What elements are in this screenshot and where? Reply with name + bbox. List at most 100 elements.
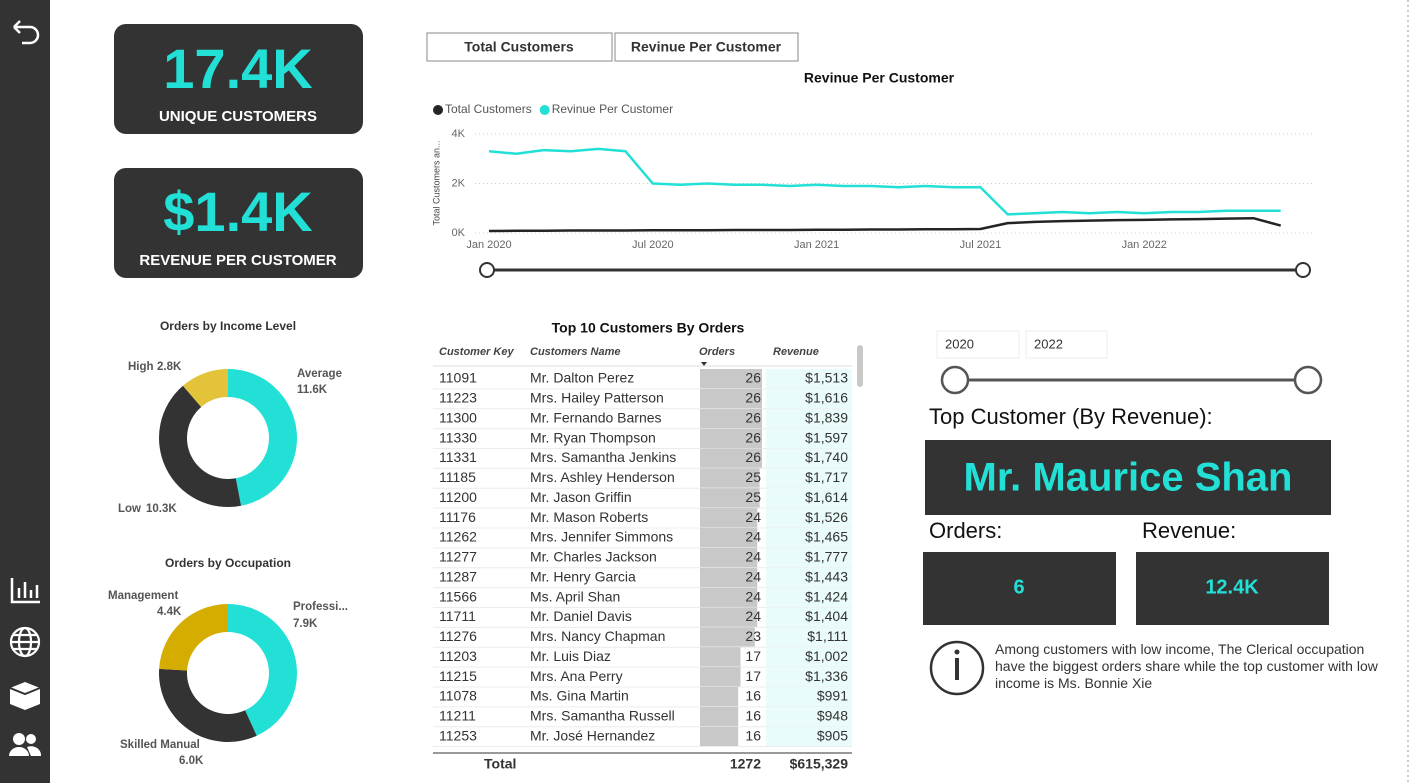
chart-icon[interactable]	[10, 578, 40, 604]
revenue-cell-bg	[766, 726, 852, 747]
orders-data-bar	[700, 567, 758, 588]
cell: 11262	[439, 529, 477, 545]
slice-value: 11.6K	[297, 384, 328, 396]
date-input[interactable]	[1025, 330, 1108, 359]
revenue-cell-bg	[766, 587, 852, 608]
cell: 25	[745, 489, 761, 505]
donut-segment	[228, 368, 298, 506]
slice-label: Average	[297, 368, 342, 380]
slider-handle[interactable]	[1293, 365, 1323, 395]
orders-data-bar	[700, 686, 739, 707]
orders-data-bar	[700, 627, 755, 647]
revenue-cell-bg	[766, 388, 852, 409]
slice-label: Management	[108, 590, 178, 602]
toggle-button[interactable]	[614, 32, 799, 62]
cell: $1,597	[805, 429, 848, 445]
orders-data-bar	[700, 508, 758, 528]
slice-value: 4.4K	[157, 606, 182, 618]
x-tick-label: Jan 2020	[466, 239, 511, 251]
donut-segment	[159, 668, 257, 743]
cell: $1,777	[805, 549, 848, 565]
button-label[interactable]: Total Customers	[464, 39, 574, 55]
back-icon[interactable]	[13, 20, 40, 45]
cell: 11253	[439, 727, 477, 743]
button-label[interactable]: Revinue Per Customer	[631, 39, 782, 55]
name-card	[925, 440, 1331, 515]
cell: 26	[745, 390, 761, 406]
x-tick-label: Jul 2021	[960, 239, 1002, 251]
kpi-card	[114, 168, 363, 278]
revenue-cell-bg	[766, 448, 852, 469]
slider-handle[interactable]	[940, 365, 970, 395]
cell: Mrs. Samantha Jenkins	[530, 449, 676, 465]
legend-label: Total Customers	[445, 102, 532, 116]
cell: Mr. Dalton Perez	[530, 370, 634, 386]
x-tick-label: Jan 2021	[794, 239, 839, 251]
cell: 11091	[439, 370, 477, 386]
column-header: Customers Name	[530, 346, 620, 358]
line-series	[488, 216, 1282, 233]
kpi-value: 17.4K	[163, 37, 312, 100]
orders-data-bar	[700, 369, 762, 389]
revenue-cell-bg	[766, 527, 852, 548]
cell: 11711	[439, 608, 476, 624]
revenue-cell-bg	[766, 627, 852, 648]
cell: Mr. Luis Diaz	[530, 648, 611, 664]
slice-value: 2.8K	[157, 361, 182, 373]
date-input-text[interactable]: 2020	[945, 336, 974, 351]
x-tick-label: Jan 2022	[1122, 239, 1167, 251]
cell: 17	[745, 648, 761, 664]
chart-title: Orders by Income Level	[160, 319, 296, 333]
orders-data-bar	[700, 547, 758, 568]
slice-label: High	[128, 361, 154, 373]
orders-data-bar	[700, 647, 741, 667]
cell: Mrs. Jennifer Simmons	[530, 529, 673, 545]
cell: $1,526	[805, 509, 848, 525]
slice-value: 10.3K	[146, 503, 177, 515]
globe-icon[interactable]	[9, 626, 41, 658]
users-icon[interactable]	[9, 733, 42, 756]
kpi-label: REVENUE PER CUSTOMER	[139, 252, 336, 269]
legend-marker	[433, 105, 443, 115]
donut-segment	[159, 604, 228, 671]
toggle-button[interactable]	[426, 32, 613, 62]
cell: 11300	[439, 409, 477, 425]
range-slider-handle[interactable]	[1295, 262, 1311, 278]
cell: 26	[745, 370, 761, 386]
cell: 24	[745, 509, 761, 525]
date-input[interactable]	[936, 330, 1020, 359]
orders-data-bar	[700, 408, 762, 429]
cell: Mr. Daniel Davis	[530, 608, 632, 624]
cell: Mr. Fernando Barnes	[530, 409, 662, 425]
cell: $1,513	[805, 370, 848, 386]
orders-label: Orders:	[929, 518, 1002, 543]
cell: 11277	[439, 549, 477, 565]
scrollbar[interactable]	[857, 345, 863, 387]
cell: 16	[745, 707, 761, 723]
table-title: Top 10 Customers By Orders	[552, 320, 745, 336]
cell: Mrs. Samantha Russell	[530, 707, 675, 723]
cell: $1,424	[805, 588, 848, 604]
range-slider-handle[interactable]	[479, 262, 495, 278]
donut-segment	[228, 604, 298, 736]
cell: 11176	[439, 509, 476, 525]
cell: Ms. April Shan	[530, 588, 620, 604]
cell: $1,336	[805, 668, 848, 684]
box-icon[interactable]	[9, 682, 41, 710]
customer-name: Mr. Maurice Shan	[964, 456, 1293, 500]
kpi-value: $1.4K	[163, 180, 312, 243]
revenue-cell-bg	[766, 369, 852, 389]
cell: 11200	[439, 489, 477, 505]
revenue-cell-bg	[766, 468, 852, 489]
cell: 24	[745, 608, 761, 624]
info-icon-dot	[954, 649, 960, 655]
cell: Mrs. Nancy Chapman	[530, 628, 665, 644]
orders-data-bar	[700, 706, 739, 727]
revenue-cell-bg	[766, 508, 852, 528]
orders-data-bar	[700, 527, 758, 548]
revenue-cell-bg	[766, 706, 852, 727]
orders-data-bar	[700, 468, 760, 488]
cell: 11211	[439, 707, 476, 723]
date-input-text[interactable]: 2022	[1034, 336, 1063, 351]
